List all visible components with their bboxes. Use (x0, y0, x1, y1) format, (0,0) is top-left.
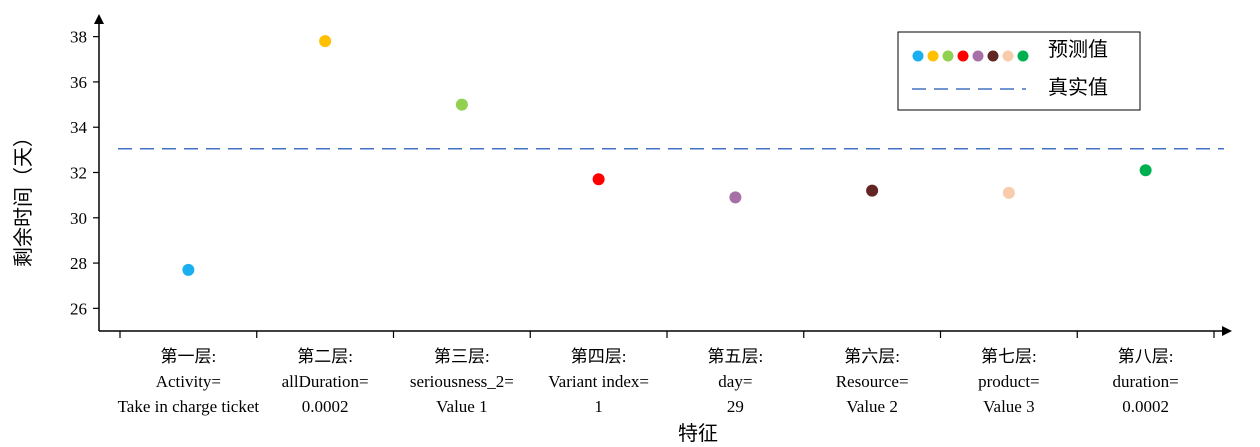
legend-box (897, 31, 1141, 111)
category-labels: 第一层: Activity= Take in charge ticket 第二层: al… (118, 347, 1179, 416)
category-label-line: 第七层: (981, 347, 1037, 366)
category-label-line: 0.0002 (1122, 397, 1169, 416)
category-label-4: 第四层: Variant index= 1 (548, 347, 649, 416)
y-tick-label-28: 28 (70, 254, 87, 273)
category-label-line: Resource= (836, 372, 909, 391)
category-label-line: allDuration= (282, 372, 369, 391)
category-label-line: 第八层: (1118, 347, 1174, 366)
category-label-line: Value 3 (983, 397, 1034, 416)
legend-prediction-markers (912, 50, 1029, 62)
category-label-line: Value 2 (846, 397, 897, 416)
x-axis-ticks (119, 331, 1215, 338)
x-axis-title: 特征 (678, 422, 718, 445)
y-axis-arrow (94, 14, 104, 24)
x-axis-arrow (1222, 326, 1232, 336)
category-label-line: product= (978, 372, 1040, 391)
category-label-line: Variant index= (548, 372, 649, 391)
category-label-line: 第四层: (571, 347, 627, 366)
category-label-2: 第二层: allDuration= 0.0002 (282, 347, 369, 416)
category-label-line: 29 (727, 397, 744, 416)
prediction-point-7 (1002, 186, 1015, 199)
prediction-point-6 (866, 184, 879, 197)
category-label-line: 1 (594, 397, 603, 416)
y-tick-label-36: 36 (70, 73, 87, 92)
prediction-point-3 (455, 98, 468, 111)
y-tick-label-38: 38 (70, 28, 87, 47)
category-label-line: 第六层: (844, 347, 900, 366)
category-label-5: 第五层: day= 29 (708, 347, 764, 416)
category-label-1: 第一层: Activity= Take in charge ticket (118, 347, 260, 416)
legend-marker-3 (942, 50, 954, 62)
category-label-line: seriousness_2= (410, 372, 514, 391)
legend-marker-8 (1017, 50, 1029, 62)
category-label-6: 第六层: Resource= Value 2 (836, 347, 909, 416)
legend-marker-6 (987, 50, 999, 62)
prediction-point-2 (319, 35, 332, 48)
legend-marker-1 (912, 50, 924, 62)
category-label-line: 第五层: (708, 347, 764, 366)
category-label-line: Activity= (156, 372, 221, 391)
category-label-3: 第三层: seriousness_2= Value 1 (410, 347, 514, 416)
legend: 预测值 真实值 (897, 31, 1141, 111)
y-axis-title: 剩余时间（天） (12, 127, 35, 267)
legend-label-prediction: 预测值 (1048, 38, 1108, 61)
y-tick-label-26: 26 (70, 299, 87, 318)
legend-marker-7 (1002, 50, 1014, 62)
legend-label-truth: 真实值 (1048, 76, 1108, 99)
legend-marker-5 (972, 50, 984, 62)
prediction-point-8 (1139, 164, 1152, 177)
legend-marker-4 (957, 50, 969, 62)
y-tick-label-30: 30 (70, 209, 87, 228)
category-label-8: 第八层: duration= 0.0002 (1113, 347, 1179, 416)
category-label-line: Value 1 (436, 397, 487, 416)
category-label-line: 0.0002 (302, 397, 349, 416)
category-label-line: 第二层: (297, 347, 353, 366)
prediction-points (182, 35, 1152, 276)
prediction-point-5 (729, 191, 742, 204)
axes (94, 14, 1232, 336)
category-label-line: 第三层: (434, 347, 490, 366)
legend-marker-2 (927, 50, 939, 62)
y-tick-label-32: 32 (70, 164, 87, 183)
category-label-line: day= (718, 372, 752, 391)
y-tick-label-34: 34 (70, 118, 88, 137)
category-label-line: 第一层: (161, 347, 217, 366)
prediction-point-4 (592, 173, 605, 186)
category-label-7: 第七层: product= Value 3 (978, 347, 1040, 416)
y-axis-ticks: 26 28 30 32 34 36 38 (70, 28, 99, 318)
category-label-line: duration= (1113, 372, 1179, 391)
prediction-point-1 (182, 263, 195, 276)
category-label-line: Take in charge ticket (118, 397, 260, 416)
